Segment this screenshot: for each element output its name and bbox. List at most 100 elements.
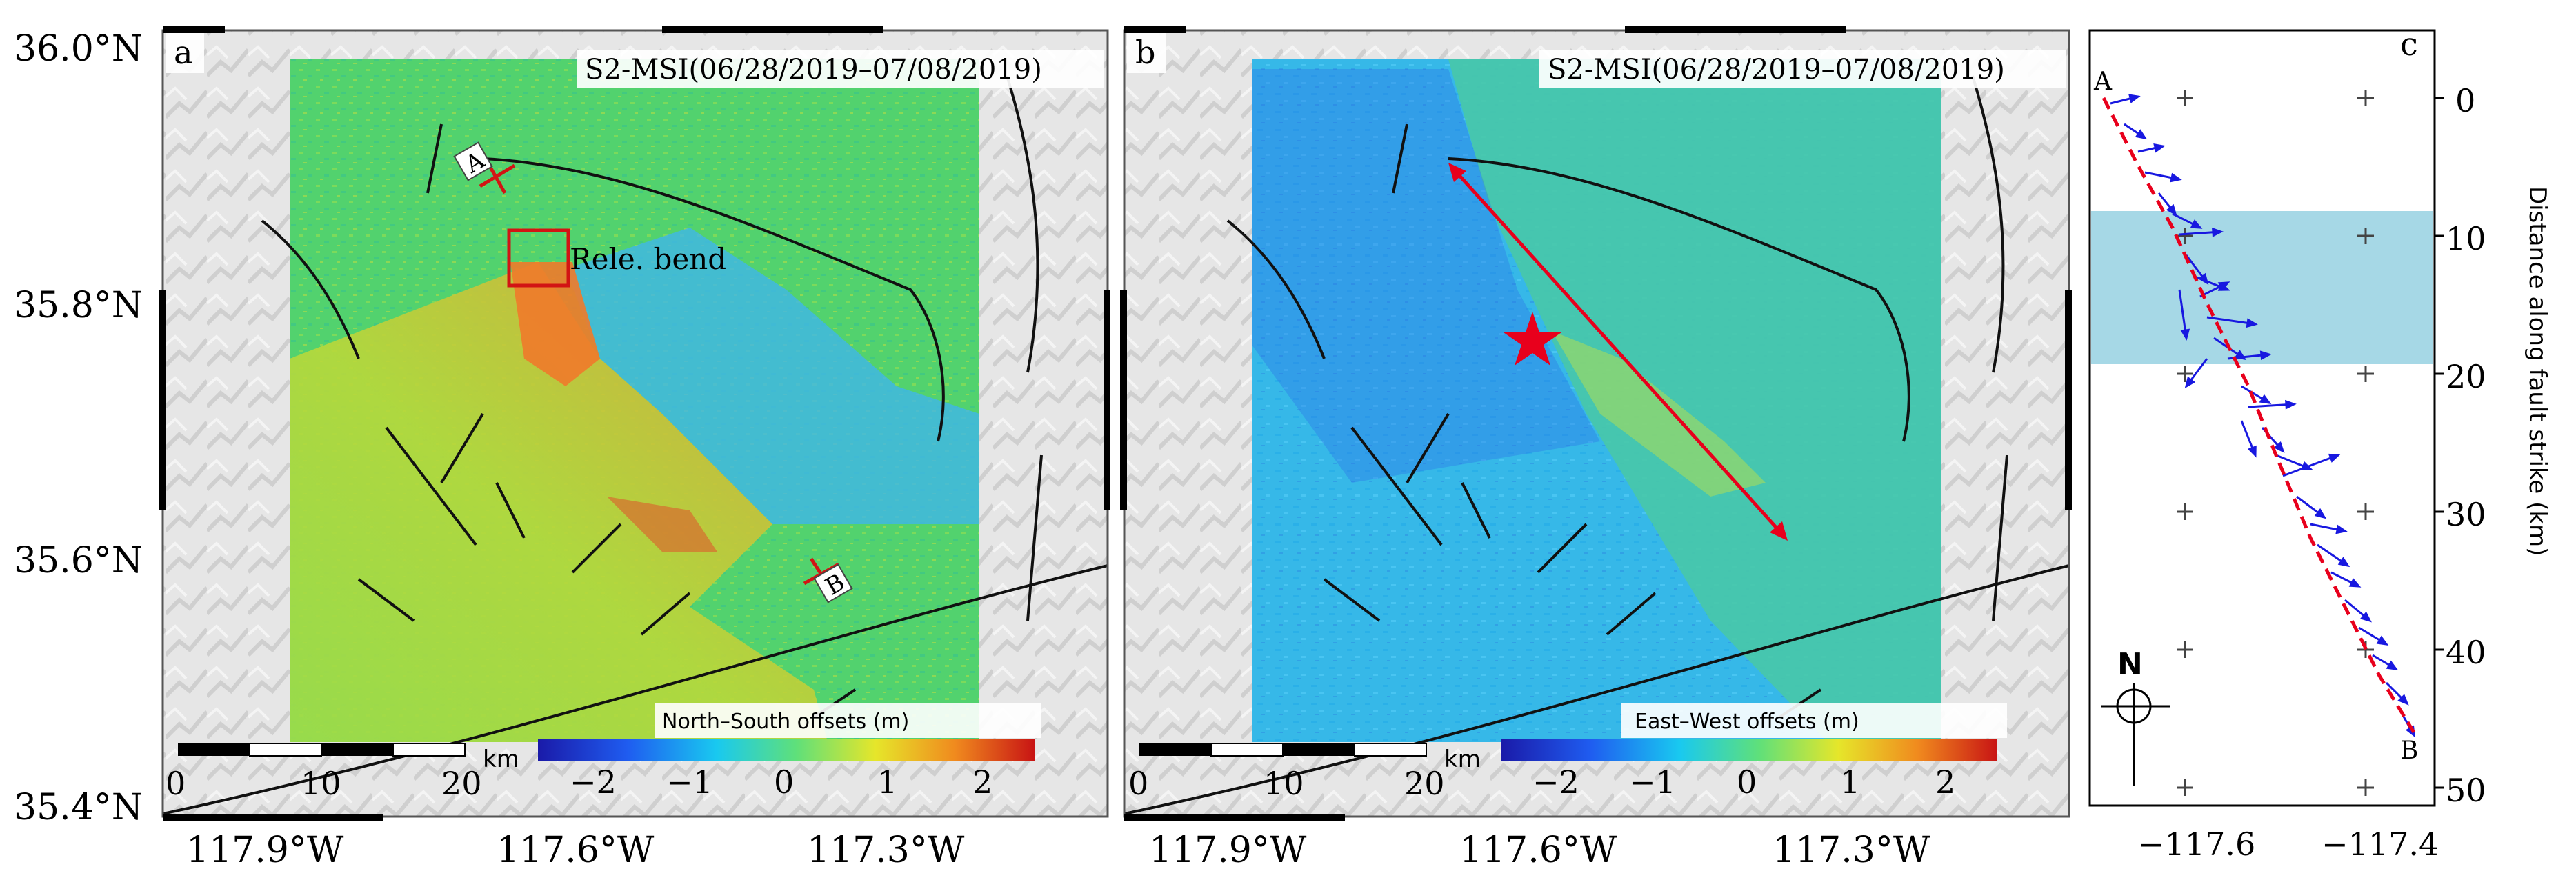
scale-b-tick-1: 10 [1264, 765, 1304, 802]
lat-label-1: 35.8°N [14, 285, 143, 326]
grid-plus [2357, 366, 2374, 382]
fault-trace-c [2101, 97, 2416, 734]
colorbar-b-tick-1: −1 [1629, 763, 1676, 801]
panel-c-letter: c [2400, 26, 2418, 63]
grid-plus [2357, 90, 2374, 106]
marker-b-box [813, 563, 853, 603]
scale-a-tick-1: 10 [301, 765, 341, 802]
panel-b-letter: b [1135, 34, 1155, 71]
release-bend-box [507, 228, 570, 288]
offset-vector-head [2259, 394, 2272, 404]
scale-b-tick-0: 0 [1128, 765, 1148, 802]
offset-vector-head [2386, 660, 2399, 670]
grid-plus [2177, 90, 2193, 106]
offset-vector-head [2335, 524, 2348, 534]
colorbar-a-tick-0: −2 [570, 763, 617, 801]
offset-vector-head [2166, 203, 2177, 217]
panel-a-title: S2-MSI(06/28/2019–07/08/2019) [585, 54, 1042, 86]
colorbar-a-label: North–South offsets (m) [662, 710, 909, 734]
c-y-tick-5: 50 [2446, 772, 2486, 809]
scale-b-tick-2: 20 [1404, 765, 1445, 802]
c-y-tick-4: 40 [2446, 634, 2486, 671]
colorbar-a-tick-2: 0 [774, 763, 794, 801]
scale-a-tick-2: 20 [441, 765, 482, 802]
ns-positive-zone [290, 262, 828, 742]
lon-a-2: 117.3°W [807, 830, 965, 871]
panel-a: Rele. bend A B S2-MSI(06/28/2019–07/08/2… [14, 26, 1110, 871]
colorbar-a-tick-1: −1 [666, 763, 713, 801]
colorbar-b-tick-4: 2 [1935, 763, 1955, 801]
colorbar-b [1501, 739, 1997, 761]
c-y-tick-2: 20 [2446, 358, 2486, 395]
c-x-tick-0: −117.6 [2138, 826, 2255, 863]
lat-label-0: 36.0°N [14, 28, 143, 70]
offset-vector-head [2285, 399, 2297, 410]
offset-vector-head [2190, 219, 2203, 229]
ew-positive-zone [1448, 59, 1941, 742]
offset-vector [2282, 454, 2339, 477]
colorbar-a [538, 739, 1035, 761]
offset-vector-head [2273, 441, 2285, 453]
lat-label-2: 35.6°N [14, 540, 143, 581]
offset-vector-head [2359, 611, 2372, 623]
highlight-band [2091, 211, 2433, 364]
offset-vector-head [2328, 453, 2341, 463]
offset-vector-head [2246, 318, 2258, 328]
offset-vector-head [2376, 635, 2389, 646]
grid-plus [2357, 503, 2374, 520]
lat-label-3: 35.4°N [14, 787, 143, 828]
north-label: N [2117, 647, 2143, 682]
grid-plus [2177, 503, 2193, 520]
colorbar-b-tick-0: −2 [1532, 763, 1579, 801]
plus-grid [2177, 90, 2374, 796]
offset-vector-head [2153, 143, 2166, 153]
lon-a-0: 117.9°W [186, 830, 344, 871]
c-x-tick-1: −117.4 [2322, 826, 2439, 863]
colorbar-a-tick-3: 1 [877, 763, 897, 801]
lon-a-1: 117.6°W [497, 830, 655, 871]
lon-b-2: 117.3°W [1773, 830, 1930, 871]
colorbar-b-tick-2: 0 [1737, 763, 1757, 801]
offset-vector-head [2314, 508, 2327, 519]
colorbar-a-tick-4: 2 [972, 763, 992, 801]
offset-vector-head [2397, 694, 2409, 706]
scale-a-tick-0: 0 [166, 765, 186, 802]
c-y-axis-label: Distance along fault strike (km) [2524, 186, 2551, 556]
rupture-arrow [1455, 171, 1781, 532]
colorbar-b-label: East–West offsets (m) [1635, 710, 1859, 734]
offset-vector-head [2135, 129, 2148, 140]
offset-vector-head [2184, 376, 2196, 389]
offset-vector-head [2170, 172, 2182, 183]
offset-vector-head [2247, 445, 2257, 458]
offset-vector-head [2348, 578, 2362, 588]
offset-vector-head [2337, 557, 2350, 568]
c-y-tick-3: 30 [2446, 496, 2486, 533]
grid-plus [2357, 779, 2374, 796]
ns-negative-zone [566, 228, 979, 524]
point-a-label: A [2093, 68, 2113, 96]
panel-b: S2-MSI(06/28/2019–07/08/2019) b East–Wes… [1120, 26, 2072, 871]
lon-b-1: 117.6°W [1459, 830, 1617, 871]
marker-a-box [453, 141, 493, 181]
offset-vector-head [2128, 94, 2141, 103]
grid-plus [2177, 779, 2193, 796]
epicenter-star [1504, 312, 1561, 366]
offset-vectors [2110, 94, 2415, 738]
offset-vector-head [2180, 328, 2190, 341]
c-y-tick-0: 0 [2455, 82, 2475, 119]
panel-c: c A B N −117.6 −117.4 0 10 20 30 40 50 D… [2088, 26, 2551, 863]
panel-b-title: S2-MSI(06/28/2019–07/08/2019) [1548, 54, 2005, 86]
grid-plus [2177, 228, 2193, 244]
offset-vector-head [2212, 227, 2224, 237]
fault-lines-a [162, 75, 1108, 815]
panel-a-letter: a [174, 34, 192, 71]
grid-plus [2357, 641, 2374, 658]
grid-plus [2177, 366, 2193, 382]
grid-plus [2357, 228, 2374, 244]
point-b-label: B [2400, 737, 2418, 765]
release-bend-label: Rele. bend [570, 242, 726, 276]
offset-vector-head [2259, 350, 2272, 361]
grid-plus [2177, 641, 2193, 658]
fault-lines-b [1124, 75, 2070, 815]
lon-b-0: 117.9°W [1149, 830, 1307, 871]
